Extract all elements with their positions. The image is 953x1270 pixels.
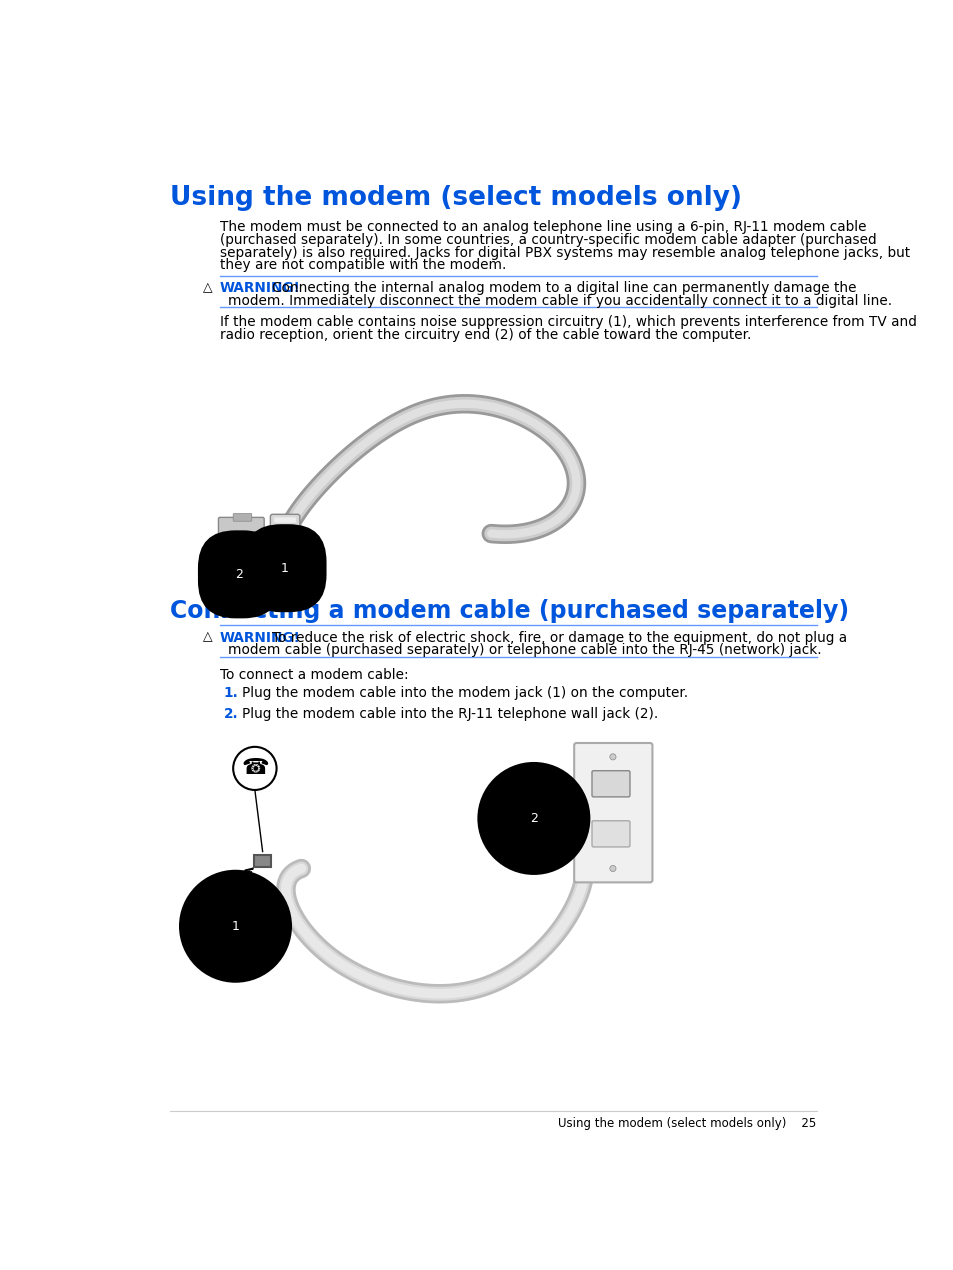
Text: 2: 2: [235, 568, 243, 580]
FancyBboxPatch shape: [218, 517, 264, 536]
Text: Using the modem (select models only)    25: Using the modem (select models only) 25: [558, 1118, 816, 1130]
Text: modem. Immediately disconnect the modem cable if you accidentally connect it to : modem. Immediately disconnect the modem …: [228, 293, 891, 307]
FancyBboxPatch shape: [592, 771, 629, 796]
Text: Plug the modem cable into the modem jack (1) on the computer.: Plug the modem cable into the modem jack…: [241, 686, 687, 700]
Text: WARNING!: WARNING!: [220, 281, 300, 295]
Text: Using the modem (select models only): Using the modem (select models only): [170, 184, 740, 211]
Text: WARNING!: WARNING!: [220, 631, 300, 645]
Text: The modem must be connected to an analog telephone line using a 6-pin, RJ-11 mod: The modem must be connected to an analog…: [220, 220, 865, 234]
FancyBboxPatch shape: [253, 855, 271, 867]
Text: Plug the modem cable into the RJ-11 telephone wall jack (2).: Plug the modem cable into the RJ-11 tele…: [241, 707, 658, 721]
Text: △: △: [203, 631, 213, 644]
FancyBboxPatch shape: [270, 514, 299, 533]
Text: separately) is also required. Jacks for digital PBX systems may resemble analog : separately) is also required. Jacks for …: [220, 245, 909, 259]
FancyBboxPatch shape: [592, 820, 629, 847]
FancyBboxPatch shape: [233, 513, 252, 521]
Text: modem cable (purchased separately) or telephone cable into the RJ-45 (network) j: modem cable (purchased separately) or te…: [228, 644, 821, 658]
Circle shape: [233, 747, 276, 790]
Text: ☎: ☎: [241, 758, 269, 779]
Text: 1.: 1.: [224, 686, 238, 700]
Text: 2.: 2.: [224, 707, 238, 721]
FancyBboxPatch shape: [574, 743, 652, 883]
Text: Connecting a modem cable (purchased separately): Connecting a modem cable (purchased sepa…: [170, 599, 848, 624]
Text: 1: 1: [232, 919, 239, 932]
Text: 1: 1: [281, 561, 289, 575]
FancyBboxPatch shape: [274, 517, 295, 523]
Text: Connecting the internal analog modem to a digital line can permanently damage th: Connecting the internal analog modem to …: [272, 281, 856, 295]
Circle shape: [609, 754, 616, 759]
Text: (purchased separately). In some countries, a country-specific modem cable adapte: (purchased separately). In some countrie…: [220, 232, 876, 246]
Text: If the modem cable contains noise suppression circuitry (1), which prevents inte: If the modem cable contains noise suppre…: [220, 315, 916, 329]
Text: To reduce the risk of electric shock, fire, or damage to the equipment, do not p: To reduce the risk of electric shock, fi…: [272, 631, 846, 645]
Text: 2: 2: [529, 812, 537, 826]
Text: radio reception, orient the circuitry end (2) of the cable toward the computer.: radio reception, orient the circuitry en…: [220, 328, 751, 342]
Text: they are not compatible with the modem.: they are not compatible with the modem.: [220, 258, 506, 272]
Text: To connect a modem cable:: To connect a modem cable:: [220, 668, 408, 682]
Circle shape: [609, 865, 616, 871]
Text: △: △: [203, 281, 213, 293]
